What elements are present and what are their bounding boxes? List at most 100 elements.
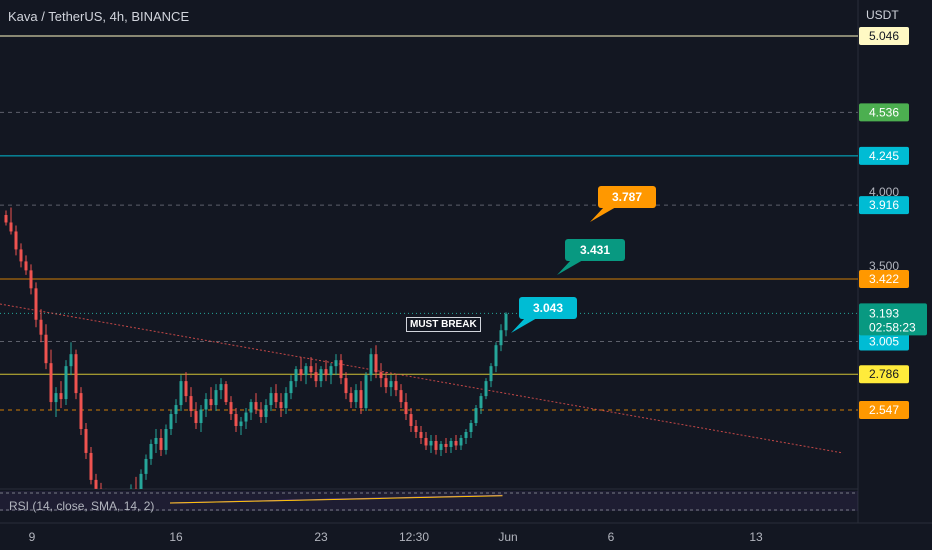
price-tag-3 bbox=[859, 196, 909, 215]
candle-body-82 bbox=[414, 426, 418, 432]
candle-body-62 bbox=[314, 372, 318, 382]
candle-body-73 bbox=[369, 354, 373, 376]
candle-body-33 bbox=[169, 414, 173, 430]
candle-body-29 bbox=[149, 443, 153, 459]
x-tick-6: 13 bbox=[749, 530, 763, 544]
candle-body-65 bbox=[329, 366, 333, 376]
candle-body-38 bbox=[194, 411, 198, 424]
candle-body-18 bbox=[94, 479, 98, 489]
price-unit: USDT bbox=[866, 8, 899, 22]
candle-body-79 bbox=[399, 390, 403, 403]
candle-body-42 bbox=[214, 390, 218, 406]
candle-body-98 bbox=[494, 345, 498, 367]
target-callout-label-2: 3.043 bbox=[533, 301, 563, 315]
price-tag-5 bbox=[859, 332, 909, 351]
candle-body-64 bbox=[324, 369, 328, 376]
price-tag-label-3: 3.916 bbox=[869, 198, 899, 212]
candle-body-51 bbox=[259, 409, 263, 418]
candle-body-2 bbox=[14, 231, 18, 250]
candle-body-10 bbox=[54, 393, 58, 403]
candle-body-57 bbox=[289, 381, 293, 394]
candle-body-58 bbox=[294, 369, 298, 382]
current-price-label: 3.193 bbox=[869, 306, 899, 320]
chart-title: Kava / TetherUS, 4h, BINANCE bbox=[8, 9, 190, 24]
candle-body-35 bbox=[179, 381, 183, 406]
candle-body-16 bbox=[84, 429, 88, 453]
candle-body-40 bbox=[204, 399, 208, 410]
price-tag-label-6: 2.786 bbox=[869, 367, 899, 381]
candle-body-91 bbox=[459, 437, 463, 446]
price-tag-6 bbox=[859, 365, 909, 384]
countdown-label: 02:58:23 bbox=[869, 320, 916, 334]
y-tick-0: 4.000 bbox=[869, 185, 899, 199]
candle-body-63 bbox=[319, 369, 323, 382]
target-callout-label-0: 3.787 bbox=[612, 190, 642, 204]
x-tick-2: 23 bbox=[314, 530, 328, 544]
price-tag-0 bbox=[859, 27, 909, 45]
candle-body-19 bbox=[99, 488, 103, 489]
candle-body-39 bbox=[199, 409, 203, 424]
candle-body-67 bbox=[339, 360, 343, 379]
candle-body-93 bbox=[469, 423, 473, 432]
candle-body-81 bbox=[409, 414, 413, 427]
candle-body-76 bbox=[384, 378, 388, 388]
target-callout-0 bbox=[598, 186, 656, 208]
price-tag-label-0: 5.046 bbox=[869, 29, 899, 43]
candle-body-86 bbox=[434, 440, 438, 450]
price-tag-label-7: 2.547 bbox=[869, 403, 899, 417]
y-tick-1: 3.500 bbox=[869, 259, 899, 273]
candle-body-95 bbox=[479, 396, 483, 409]
x-tick-5: 6 bbox=[608, 530, 615, 544]
candle-body-97 bbox=[489, 366, 493, 382]
candle-body-1 bbox=[9, 222, 13, 232]
candle-body-6 bbox=[34, 288, 38, 320]
target-callout-tail-2 bbox=[511, 318, 537, 333]
candle-body-37 bbox=[189, 396, 193, 412]
price-tag-2 bbox=[859, 146, 909, 165]
rsi-ma-line bbox=[169, 495, 503, 504]
candle-body-30 bbox=[154, 437, 158, 444]
x-tick-3: 12:30 bbox=[399, 530, 429, 544]
candle-body-78 bbox=[394, 381, 398, 391]
candle-body-44 bbox=[224, 384, 228, 403]
candle-body-7 bbox=[39, 319, 43, 335]
candle-body-89 bbox=[449, 440, 453, 447]
candle-body-56 bbox=[284, 393, 288, 409]
target-callout-label-1: 3.431 bbox=[580, 243, 610, 257]
price-tag-label-4: 3.422 bbox=[869, 272, 899, 286]
candle-body-8 bbox=[44, 334, 48, 364]
candle-body-17 bbox=[89, 452, 93, 480]
candle-body-53 bbox=[269, 393, 273, 406]
candle-body-48 bbox=[244, 412, 248, 422]
candle-body-32 bbox=[164, 429, 168, 450]
candle-body-31 bbox=[159, 437, 163, 450]
target-callout-tail-1 bbox=[557, 260, 583, 275]
candle-body-46 bbox=[234, 414, 238, 427]
candle-body-45 bbox=[229, 402, 233, 415]
candle-body-85 bbox=[429, 440, 433, 446]
candle-body-80 bbox=[404, 402, 408, 415]
descending-trendline bbox=[0, 303, 844, 454]
price-tag-label-2: 4.245 bbox=[869, 149, 899, 163]
candle-body-52 bbox=[264, 405, 268, 418]
x-tick-4: Jun bbox=[498, 530, 517, 544]
candle-body-87 bbox=[439, 443, 443, 450]
candle-body-5 bbox=[29, 270, 33, 289]
candle-body-70 bbox=[354, 390, 358, 403]
target-callout-1 bbox=[565, 239, 625, 261]
candle-body-99 bbox=[499, 330, 503, 346]
candle-body-4 bbox=[24, 261, 28, 271]
rsi-indicator-label[interactable]: RSI (14, close, SMA, 14, 2) bbox=[9, 499, 155, 513]
candle-body-54 bbox=[274, 393, 278, 403]
candle-body-84 bbox=[424, 437, 428, 446]
candle-body-74 bbox=[374, 354, 378, 373]
candle-body-55 bbox=[279, 402, 283, 409]
candle-body-28 bbox=[144, 458, 148, 474]
candle-body-92 bbox=[464, 432, 468, 438]
candle-body-11 bbox=[59, 393, 63, 400]
candle-body-96 bbox=[484, 381, 488, 397]
candle-body-12 bbox=[64, 366, 68, 400]
candle-body-59 bbox=[299, 369, 303, 376]
